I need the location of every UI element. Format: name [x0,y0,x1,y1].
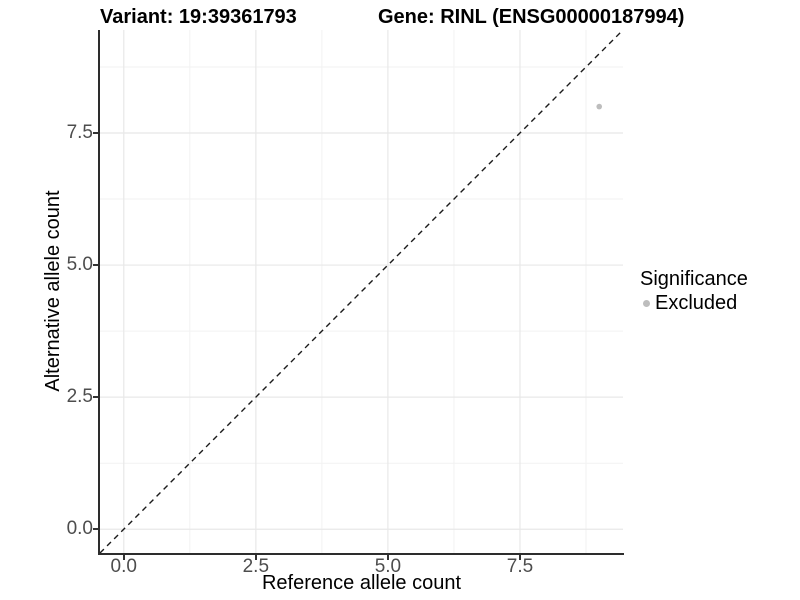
y-axis-line [98,30,100,555]
identity-line [100,30,623,553]
x-tick-label: 0.0 [110,556,137,577]
x-tick-mark [254,555,257,560]
x-tick-mark [122,555,125,560]
plot-title-gene: Gene: RINL (ENSG00000187994) [378,6,685,28]
y-tick-mark [93,528,98,531]
y-tick-label: 0.0 [66,518,93,540]
x-tick-label: 5.0 [374,556,402,577]
y-tick-label: 2.5 [66,386,93,408]
legend-item-label: Excluded [655,292,738,314]
plot-panel [100,30,623,553]
plot-canvas [100,30,623,553]
y-tick-label: 5.0 [66,254,93,276]
legend: Significance Excluded [640,268,748,314]
y-tick-mark [93,132,98,134]
x-tick-label: 7.5 [506,556,534,577]
x-tick-label: 2.5 [242,556,270,577]
y-tick-label: 7.5 [66,122,93,143]
legend-item-excluded: Excluded [640,292,748,314]
plot-title-variant: Variant: 19:39361793 [100,6,297,28]
legend-title: Significance [640,268,748,290]
y-tick-mark [93,396,98,399]
x-axis-line [98,553,624,555]
data-point [596,103,603,110]
legend-key-circle-icon [643,299,650,307]
x-tick-mark [518,555,521,560]
y-tick-mark [93,264,98,267]
x-tick-mark [386,555,389,560]
x-axis-title: Reference allele count [261,572,461,594]
